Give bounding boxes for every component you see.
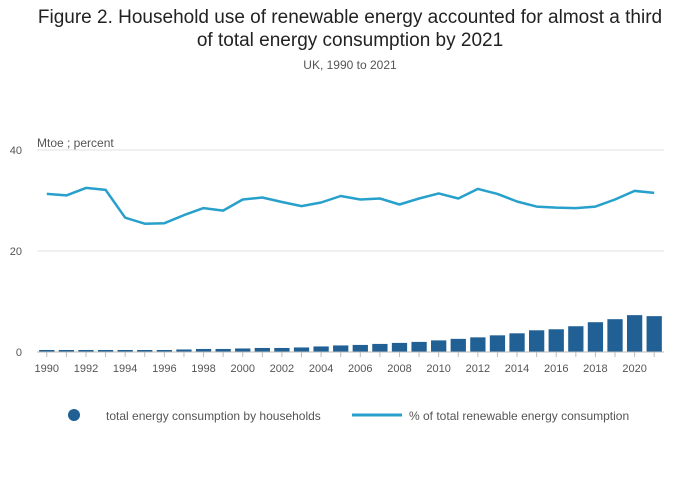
- bar-2007: [372, 343, 388, 352]
- chart-title: Figure 2. Household use of renewable ene…: [0, 6, 700, 52]
- bar-series: [39, 315, 662, 352]
- chart-title-line-2: of total energy consumption by 2021: [196, 30, 504, 51]
- x-tick-label-2004: 2004: [309, 363, 333, 375]
- bar-2012: [470, 337, 486, 352]
- bar-2008: [391, 342, 408, 352]
- legend: total energy consumption by households %…: [68, 409, 629, 423]
- x-tick-label-1994: 1994: [113, 363, 137, 375]
- bar-1997: [176, 349, 192, 352]
- chart-title-line-1: Figure 2. Household use of renewable ene…: [37, 7, 663, 28]
- bar-2009: [411, 341, 427, 352]
- bar-1998: [195, 348, 212, 352]
- x-tick-label-1998: 1998: [191, 363, 215, 375]
- y-tick-label-0: 0: [16, 347, 22, 359]
- bar-2014: [509, 333, 525, 352]
- bar-1990: [39, 349, 55, 352]
- bar-2002: [274, 347, 290, 352]
- x-tick-label-2020: 2020: [622, 363, 646, 375]
- bar-2006: [352, 344, 368, 352]
- bar-2019: [607, 319, 623, 352]
- x-tick-label-2016: 2016: [544, 363, 568, 375]
- x-tick-label-1990: 1990: [35, 363, 59, 375]
- bar-1992: [78, 349, 94, 352]
- line-renewable-share: [46, 186, 655, 225]
- x-tick-label-2018: 2018: [583, 363, 607, 375]
- bar-2003: [293, 347, 310, 352]
- y-tick-label-40: 40: [10, 145, 22, 157]
- bar-1996: [156, 349, 173, 352]
- x-tick-label-2014: 2014: [505, 363, 529, 375]
- chart-subtitle: UK, 1990 to 2021: [303, 58, 397, 72]
- y-axis-label: Mtoe ; percent: [37, 136, 114, 150]
- bar-2001: [254, 347, 270, 352]
- y-tick-label-20: 20: [10, 246, 22, 258]
- bar-2015: [528, 330, 545, 352]
- bar-2016: [548, 329, 564, 352]
- bar-1995: [137, 349, 153, 352]
- bar-2010: [431, 340, 447, 352]
- x-axis: 1990 1992 1994 1996 1998 2000 2002 2004 2006 2008…: [35, 351, 664, 375]
- y-axis: 0 20 40: [10, 145, 22, 359]
- bar-2018: [587, 322, 604, 352]
- bar-1994: [117, 349, 133, 352]
- bar-2000: [235, 348, 251, 352]
- bar-2017: [568, 326, 584, 352]
- bar-1999: [215, 348, 231, 352]
- gridlines: [37, 149, 664, 252]
- x-tick-label-2000: 2000: [230, 363, 254, 375]
- bar-1991: [58, 349, 75, 352]
- x-tick-label-2010: 2010: [426, 363, 450, 375]
- bar-2005: [333, 345, 349, 352]
- line-series: [46, 186, 655, 225]
- x-tick-label-1992: 1992: [74, 363, 98, 375]
- x-tick-label-2002: 2002: [270, 363, 294, 375]
- x-tick-label-2008: 2008: [387, 363, 411, 375]
- x-tick-label-2006: 2006: [348, 363, 372, 375]
- x-tick-label-1996: 1996: [152, 363, 176, 375]
- bar-1993: [97, 349, 114, 352]
- legend-label-renewable: % of total renewable energy consumption: [409, 409, 629, 423]
- legend-label-households: total energy consumption by households: [106, 409, 321, 423]
- legend-marker-households: [68, 409, 80, 421]
- x-tick-label-2012: 2012: [466, 363, 490, 375]
- bar-2013: [489, 335, 506, 352]
- bar-2020: [626, 315, 643, 352]
- bar-2021: [646, 316, 662, 352]
- bar-2011: [450, 338, 466, 352]
- bar-2004: [313, 346, 329, 352]
